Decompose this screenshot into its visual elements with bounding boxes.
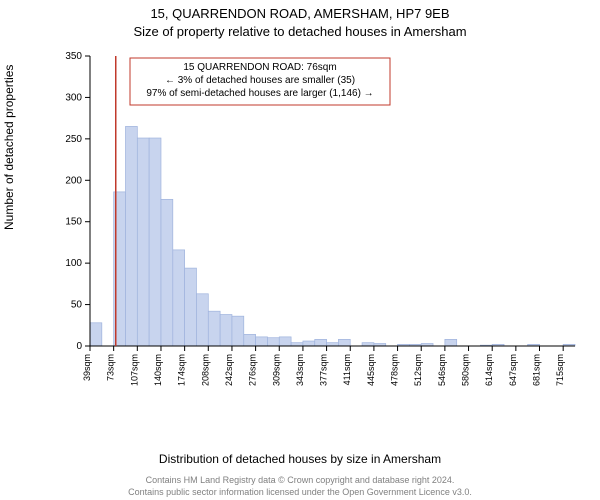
svg-text:0: 0 <box>76 341 82 352</box>
x-tick-label: 580sqm <box>461 354 471 386</box>
svg-text:250: 250 <box>65 134 82 145</box>
x-tick-label: 546sqm <box>437 354 447 386</box>
footer-line-1: Contains HM Land Registry data © Crown c… <box>0 475 600 485</box>
histogram-svg: 0 50 100 150 200 250 300 350 39sqm 73sqm 107sqm 140… <box>60 48 580 398</box>
x-tick-label: 276sqm <box>248 354 258 386</box>
histogram-bar <box>185 268 197 346</box>
svg-text:50: 50 <box>71 300 83 311</box>
svg-text:100: 100 <box>65 258 82 269</box>
histogram-bar <box>256 337 268 346</box>
y-axis-label: Number of detached properties <box>2 65 16 230</box>
annotation-line: 15 QUARRENDON ROAD: 76sqm <box>183 62 336 73</box>
annotation-line: 97% of semi-detached houses are larger (… <box>146 88 373 99</box>
x-tick-label: 614sqm <box>484 354 494 386</box>
x-tick-label: 343sqm <box>295 354 305 386</box>
histogram-bar <box>244 334 256 346</box>
histogram-bar <box>149 138 161 346</box>
x-tick-label: 647sqm <box>508 354 518 386</box>
x-tick-label: 242sqm <box>224 354 234 386</box>
histogram-bar <box>208 311 220 346</box>
chart-title-sub: Size of property relative to detached ho… <box>0 24 600 39</box>
histogram-bar <box>267 338 279 346</box>
histogram-bar <box>315 339 327 346</box>
x-tick-label: 445sqm <box>366 354 376 386</box>
annotation-line: ← 3% of detached houses are smaller (35) <box>165 75 355 86</box>
svg-text:300: 300 <box>65 92 82 103</box>
x-tick-label: 174sqm <box>177 354 187 386</box>
x-tick-label: 715sqm <box>555 354 565 386</box>
plot-area: 0 50 100 150 200 250 300 350 39sqm 73sqm 107sqm 140… <box>60 48 580 398</box>
x-tick-label: 73sqm <box>106 354 116 381</box>
x-tick-label: 208sqm <box>200 354 210 386</box>
histogram-bar <box>196 294 208 346</box>
histogram-bar <box>338 339 350 346</box>
svg-text:350: 350 <box>65 51 82 62</box>
x-axis-label: Distribution of detached houses by size … <box>0 452 600 466</box>
histogram-bar <box>173 250 185 346</box>
footer-line-2: Contains public sector information licen… <box>0 487 600 497</box>
x-tick-label: 478sqm <box>390 354 400 386</box>
x-tick-label: 309sqm <box>271 354 281 386</box>
x-tick-label: 39sqm <box>82 354 92 381</box>
x-tick-label: 512sqm <box>413 354 423 386</box>
histogram-bar <box>137 138 149 346</box>
histogram-bar <box>232 316 244 346</box>
histogram-bar <box>303 341 315 346</box>
histogram-bar <box>90 323 102 346</box>
chart-title-main: 15, QUARRENDON ROAD, AMERSHAM, HP7 9EB <box>0 6 600 21</box>
x-tick-label: 411sqm <box>342 354 352 385</box>
histogram-bar <box>161 199 173 346</box>
histogram-bar <box>279 337 291 346</box>
chart-container: 15, QUARRENDON ROAD, AMERSHAM, HP7 9EB S… <box>0 0 600 500</box>
x-tick-label: 681sqm <box>532 354 542 386</box>
x-tick-label: 377sqm <box>319 354 329 386</box>
x-tick-label: 140sqm <box>153 354 163 386</box>
histogram-bar <box>445 339 457 346</box>
svg-text:200: 200 <box>65 175 82 186</box>
x-tick-label: 107sqm <box>129 354 139 386</box>
histogram-bar <box>220 315 232 346</box>
histogram-bar <box>125 126 137 346</box>
svg-text:150: 150 <box>65 217 82 228</box>
